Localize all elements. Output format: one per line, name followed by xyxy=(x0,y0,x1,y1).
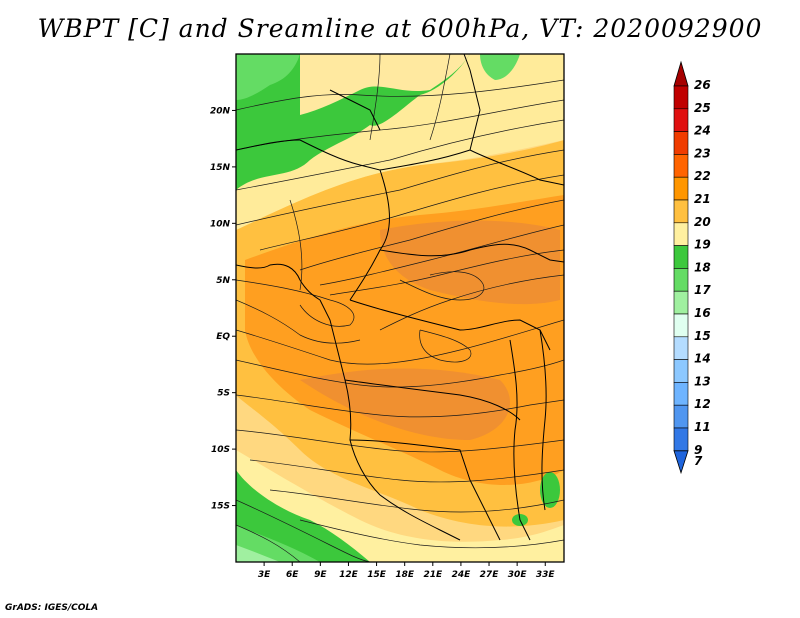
colorbar-swatch xyxy=(673,176,689,201)
colorbar-top-arrow xyxy=(673,60,689,87)
lat-label: 10N xyxy=(210,219,231,229)
grads-credit: GrADS: IGES/COLA xyxy=(5,603,99,613)
colorbar-label: 14 xyxy=(694,352,711,366)
colorbar-swatch xyxy=(673,427,689,452)
lon-label: 12E xyxy=(339,570,359,580)
colorbar-label: 9 xyxy=(694,443,702,457)
latitude-axis: 20N 15N 10N 5N EQ 5S 10S 15S xyxy=(210,106,236,512)
colorbar-label: 24 xyxy=(694,124,711,138)
colorbar: 26 25 24 23 22 21 20 19 18 17 16 15 14 13 12 11 97 xyxy=(673,60,711,475)
colorbar-label: 26 xyxy=(694,78,711,92)
colorbar-swatch xyxy=(673,313,689,338)
colorbar-swatch xyxy=(673,131,689,155)
colorbar-swatch xyxy=(673,108,689,132)
lon-label: 3E xyxy=(258,570,271,580)
colorbar-label: 22 xyxy=(694,169,711,183)
colorbar-swatch xyxy=(673,382,689,406)
lon-label: 18E xyxy=(395,570,415,580)
chart-title: WBPT [C] and Sreamline at 600hPa, VT: 20… xyxy=(37,14,763,43)
colorbar-label: 19 xyxy=(694,238,711,252)
colorbar-label: 20 xyxy=(694,215,711,229)
longitude-axis: 3E 6E 9E 12E 15E 18E 21E 24E 27E 30E 33E xyxy=(258,562,556,580)
colorbar-swatch xyxy=(673,336,689,360)
colorbar-bottom-arrow xyxy=(673,450,689,475)
colorbar-label: 23 xyxy=(694,146,711,160)
lon-label: 27E xyxy=(480,570,500,580)
map-frame xyxy=(235,53,565,563)
colorbar-swatch xyxy=(673,245,689,269)
colorbar-label: 16 xyxy=(694,306,711,320)
colorbar-swatch xyxy=(673,359,689,383)
colorbar-swatch xyxy=(673,154,689,178)
colorbar-label: 11 xyxy=(694,420,711,434)
lat-label: 15N xyxy=(210,163,231,173)
lon-label: 6E xyxy=(286,570,299,580)
colorbar-label: 25 xyxy=(694,101,711,115)
lon-label: 24E xyxy=(452,570,472,580)
lat-label: 5N xyxy=(216,276,230,286)
lat-label: 5S xyxy=(217,389,230,399)
colorbar-swatch xyxy=(673,404,689,429)
colorbar-swatch xyxy=(673,85,689,110)
lat-label: EQ xyxy=(216,332,230,342)
colorbar-swatch xyxy=(673,290,689,315)
wbpt-field xyxy=(236,54,564,562)
colorbar-label: 21 xyxy=(694,192,711,206)
lat-label: 20N xyxy=(210,106,231,116)
colorbar-label: 15 xyxy=(694,329,711,343)
colorbar-swatch xyxy=(673,268,689,292)
lon-label: 33E xyxy=(536,570,556,580)
lat-label: 15S xyxy=(211,502,230,512)
lon-label: 9E xyxy=(314,570,327,580)
lon-label: 30E xyxy=(508,570,528,580)
colorbar-label: 17 xyxy=(694,283,711,297)
lon-label: 21E xyxy=(423,570,443,580)
colorbar-swatch xyxy=(673,199,689,224)
colorbar-label: 7 xyxy=(694,454,703,468)
country-borders xyxy=(236,54,564,541)
colorbar-label: 12 xyxy=(694,397,711,411)
colorbar-swatch xyxy=(673,222,689,246)
lat-label: 10S xyxy=(211,445,230,455)
colorbar-label: 13 xyxy=(694,374,711,388)
lon-label: 15E xyxy=(367,570,387,580)
colorbar-label: 18 xyxy=(694,260,711,274)
